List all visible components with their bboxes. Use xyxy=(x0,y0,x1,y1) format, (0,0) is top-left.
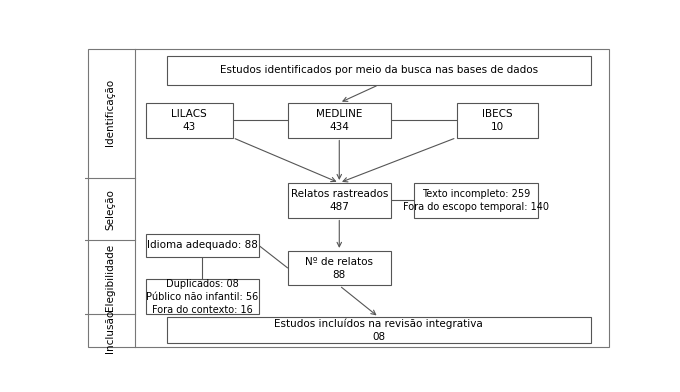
Text: Idioma adequado: 88: Idioma adequado: 88 xyxy=(147,241,258,250)
FancyBboxPatch shape xyxy=(167,56,591,85)
FancyBboxPatch shape xyxy=(456,103,539,138)
Text: Nº de relatos
88: Nº de relatos 88 xyxy=(305,256,373,280)
FancyBboxPatch shape xyxy=(288,103,390,138)
FancyBboxPatch shape xyxy=(146,279,259,314)
Text: Seleção: Seleção xyxy=(105,189,115,230)
FancyBboxPatch shape xyxy=(146,103,233,138)
Text: Relatos rastreados
487: Relatos rastreados 487 xyxy=(290,189,388,212)
FancyBboxPatch shape xyxy=(288,251,390,285)
Text: Estudos incluídos na revisão integrativa
08: Estudos incluídos na revisão integrativa… xyxy=(275,318,483,342)
Text: MEDLINE
434: MEDLINE 434 xyxy=(316,109,362,132)
Text: IBECS
10: IBECS 10 xyxy=(482,109,513,132)
Text: LILACS
43: LILACS 43 xyxy=(171,109,207,132)
Text: Estudos identificados por meio da busca nas bases de dados: Estudos identificados por meio da busca … xyxy=(220,65,538,75)
FancyBboxPatch shape xyxy=(414,183,539,218)
Text: Elegibilidade: Elegibilidade xyxy=(105,244,115,311)
FancyBboxPatch shape xyxy=(167,317,591,343)
Text: Duplicados: 08
Público não infantil: 56
Fora do contexto: 16: Duplicados: 08 Público não infantil: 56 … xyxy=(146,279,258,315)
Text: Texto incompleto: 259
Fora do escopo temporal: 140: Texto incompleto: 259 Fora do escopo tem… xyxy=(403,189,549,212)
Text: Identificação: Identificação xyxy=(105,79,115,146)
FancyBboxPatch shape xyxy=(146,234,259,257)
FancyBboxPatch shape xyxy=(288,183,390,218)
Text: Inclusão: Inclusão xyxy=(105,310,115,353)
